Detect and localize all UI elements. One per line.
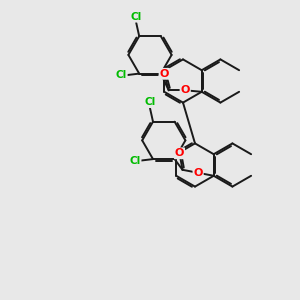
Text: Cl: Cl	[144, 97, 156, 107]
Text: O: O	[181, 85, 190, 95]
Text: Cl: Cl	[116, 70, 127, 80]
Text: O: O	[160, 69, 169, 79]
Text: O: O	[175, 148, 184, 158]
Text: Cl: Cl	[130, 12, 142, 22]
Text: O: O	[194, 168, 203, 178]
Text: Cl: Cl	[129, 156, 141, 166]
